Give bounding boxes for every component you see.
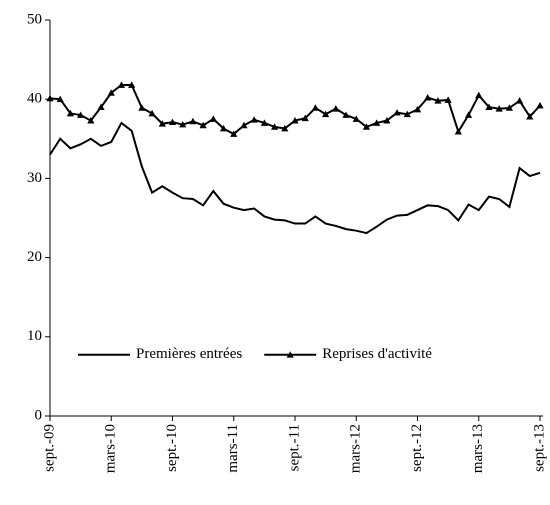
- marker: [168, 118, 177, 126]
- marker: [434, 97, 442, 104]
- marker: [148, 109, 156, 117]
- marker: [403, 110, 411, 118]
- marker: [87, 116, 95, 124]
- marker: [128, 81, 136, 88]
- marker: [107, 89, 115, 96]
- y-tick-label: 20: [27, 249, 42, 265]
- x-tick-label: sept.-13: [531, 424, 547, 472]
- marker: [219, 124, 228, 132]
- marker: [301, 114, 309, 122]
- marker: [505, 104, 513, 111]
- marker: [373, 119, 381, 126]
- marker: [322, 110, 330, 118]
- marker: [291, 116, 299, 124]
- marker: [46, 94, 54, 102]
- marker: [526, 113, 534, 120]
- y-tick-label: 30: [27, 170, 42, 186]
- marker: [495, 105, 503, 112]
- series-line: [49, 121, 541, 235]
- marker: [270, 123, 279, 130]
- marker: [424, 94, 432, 101]
- x-tick-label: mars-13: [470, 424, 486, 473]
- x-tick-label: sept.-12: [409, 424, 425, 472]
- x-tick-label: sept.-10: [164, 424, 180, 472]
- x-tick-label: mars-12: [348, 424, 364, 473]
- marker: [250, 116, 258, 123]
- marker: [352, 115, 360, 122]
- marker: [158, 120, 166, 127]
- marker: [413, 105, 422, 113]
- marker: [362, 123, 371, 130]
- x-tick-label: sept.-09: [41, 424, 57, 472]
- x-tick-label: mars-11: [225, 424, 241, 473]
- marker: [311, 104, 320, 111]
- marker: [77, 111, 85, 118]
- x-tick-label: sept.-11: [286, 424, 302, 471]
- y-tick-label: 10: [27, 328, 42, 344]
- y-tick-label: 50: [27, 11, 42, 27]
- y-tick-label: 0: [35, 407, 43, 423]
- marker: [464, 111, 473, 118]
- marker: [260, 119, 268, 126]
- marker: [515, 97, 524, 104]
- marker: [189, 117, 197, 125]
- legend-label: Premières entrées: [136, 346, 242, 362]
- legend-label: Reprises d'activité: [322, 346, 432, 362]
- marker: [342, 111, 350, 118]
- marker: [454, 128, 462, 135]
- marker: [117, 81, 126, 88]
- marker: [66, 109, 75, 117]
- marker: [240, 121, 248, 129]
- marker: [97, 103, 105, 110]
- marker: [383, 116, 391, 124]
- marker: [230, 130, 238, 137]
- legend-marker: [286, 351, 294, 358]
- x-tick-label: mars-10: [103, 424, 119, 473]
- marker: [485, 103, 493, 110]
- y-tick-label: 40: [27, 91, 42, 107]
- marker: [444, 96, 452, 103]
- marker: [138, 104, 146, 111]
- marker: [393, 109, 401, 116]
- marker: [179, 120, 187, 128]
- marker: [536, 101, 544, 109]
- marker: [209, 115, 217, 122]
- marker: [56, 95, 64, 103]
- series-line: [49, 83, 541, 136]
- marker: [332, 105, 340, 112]
- marker: [281, 124, 289, 132]
- marker: [199, 121, 207, 129]
- marker: [475, 91, 483, 99]
